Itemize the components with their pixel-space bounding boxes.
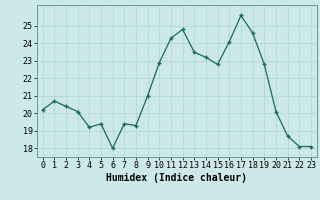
X-axis label: Humidex (Indice chaleur): Humidex (Indice chaleur)	[106, 173, 247, 183]
